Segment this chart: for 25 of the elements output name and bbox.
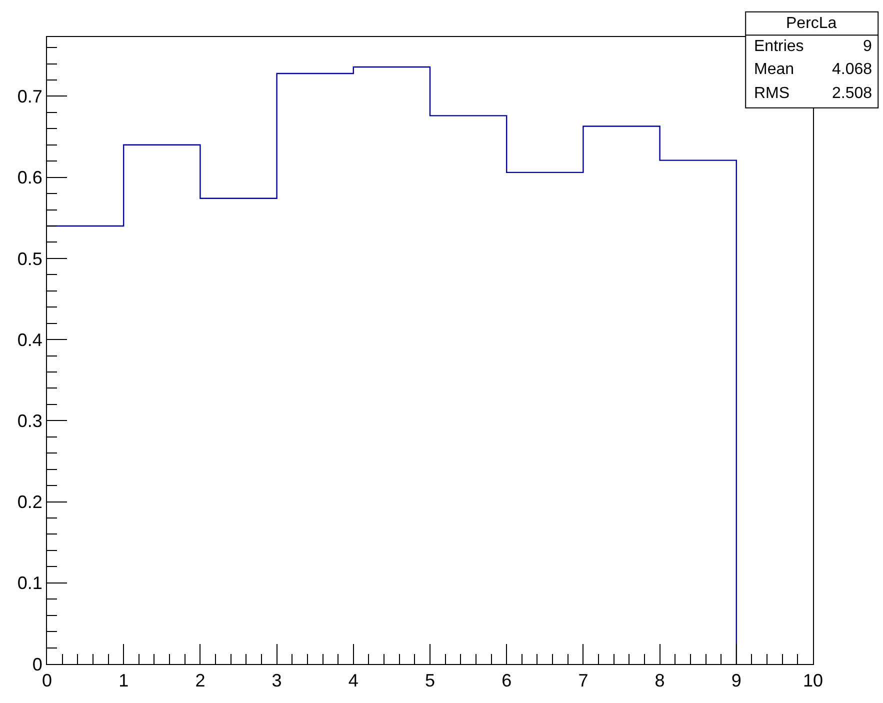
text: 9: [863, 38, 872, 55]
y-tick-label: 0.3: [17, 410, 42, 431]
annotation: Entries: [754, 38, 804, 55]
text: 2.508: [832, 85, 872, 102]
y-tick-label: 0.6: [17, 168, 42, 188]
y-tick-label: 0.4: [17, 330, 42, 350]
x-tick-label: 1: [118, 670, 129, 691]
x-tick-label: 6: [502, 670, 512, 691]
x-tick-label: 10: [802, 670, 824, 691]
annotation: Mean: [754, 61, 794, 78]
x-tick-label: 8: [654, 670, 665, 691]
y-tick-label: 0.7: [17, 86, 42, 107]
y-tick-label: 0.1: [17, 573, 42, 594]
y-tick-label: 0: [32, 654, 42, 674]
annotation: RMS: [754, 85, 790, 102]
x-tick-label: 9: [731, 670, 742, 691]
x-tick-label: 5: [424, 670, 436, 691]
x-tick-label: 4: [348, 670, 358, 691]
x-tick-label: 2: [195, 670, 206, 691]
y-tick-label: 0.5: [17, 248, 42, 269]
x-tick-label: 3: [272, 670, 282, 691]
y-tick-label: 0.2: [17, 492, 42, 512]
text: 4.068: [832, 61, 872, 78]
x-tick-label: 7: [578, 670, 588, 691]
text: PercLa: [786, 15, 837, 32]
